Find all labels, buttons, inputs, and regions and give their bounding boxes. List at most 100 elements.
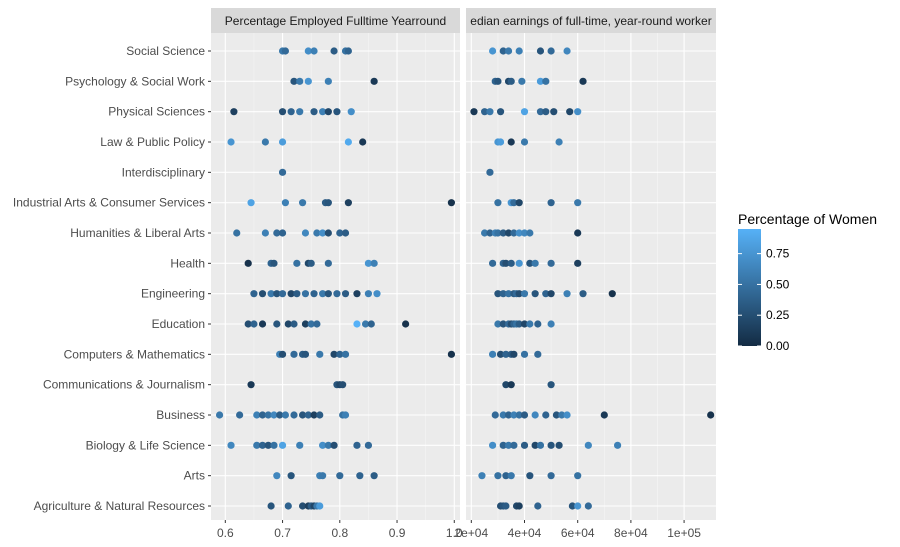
y-tick-label: Industrial Arts & Consumer Services	[13, 196, 205, 210]
data-point	[547, 441, 555, 449]
data-point	[520, 138, 529, 146]
data-point	[447, 199, 456, 207]
data-point	[364, 259, 373, 267]
data-point	[278, 290, 287, 298]
data-point	[486, 229, 494, 237]
x-tick-label: 6e+04	[561, 526, 595, 540]
data-point	[520, 320, 529, 328]
data-point	[488, 441, 497, 449]
data-point	[278, 168, 287, 176]
data-point	[296, 77, 304, 85]
facet-strip	[211, 8, 460, 33]
data-point	[558, 411, 566, 419]
data-point	[227, 441, 235, 449]
data-point	[531, 290, 539, 298]
data-point	[563, 47, 571, 55]
data-point	[310, 47, 318, 55]
data-point	[488, 350, 497, 358]
data-point	[230, 108, 238, 116]
data-point	[258, 411, 267, 419]
data-point	[267, 502, 275, 510]
data-point	[261, 229, 269, 237]
data-point	[507, 472, 515, 480]
facet-panel-background	[466, 33, 716, 520]
data-point	[258, 290, 267, 298]
data-point	[478, 472, 486, 480]
data-point	[278, 138, 287, 146]
data-point	[515, 411, 523, 419]
data-point	[276, 411, 284, 419]
data-point	[481, 108, 489, 116]
y-tick-label: Law & Public Policy	[100, 135, 205, 149]
data-point	[494, 77, 502, 85]
facet-strip-label: edian earnings of full-time, year-round …	[470, 14, 711, 28]
data-point	[579, 290, 587, 298]
data-point	[301, 290, 310, 298]
data-point	[250, 290, 258, 298]
data-point	[515, 320, 523, 328]
y-tick-label: Psychology & Social Work	[65, 74, 206, 88]
data-point	[499, 441, 507, 449]
data-point	[555, 138, 563, 146]
data-point	[287, 472, 295, 480]
data-point	[510, 350, 518, 358]
data-point	[270, 441, 278, 449]
facet-panel-1: Percentage Employed Fulltime Yearround 0.…	[211, 8, 463, 540]
y-tick-label: Engineering	[141, 287, 205, 301]
data-point	[547, 381, 555, 389]
data-point	[287, 290, 295, 298]
data-point	[319, 441, 327, 449]
data-point	[247, 381, 255, 389]
data-point	[330, 47, 338, 55]
data-point	[273, 229, 281, 237]
data-point	[281, 199, 290, 207]
data-point	[402, 320, 410, 328]
y-tick-label: Business	[156, 408, 205, 422]
data-point	[278, 108, 287, 116]
data-point	[499, 320, 507, 328]
data-point	[304, 411, 312, 419]
data-point	[341, 290, 350, 298]
data-point	[579, 77, 587, 85]
data-point	[470, 108, 478, 116]
data-point	[515, 47, 523, 55]
data-point	[515, 199, 523, 207]
data-point	[261, 138, 269, 146]
data-point	[507, 138, 515, 146]
data-point	[253, 411, 261, 419]
data-point	[330, 350, 338, 358]
data-point	[361, 320, 370, 328]
data-point	[341, 350, 350, 358]
data-point	[284, 502, 292, 510]
data-point	[284, 320, 292, 328]
data-point	[568, 502, 576, 510]
x-tick-label: 0.8	[331, 526, 348, 540]
y-tick-label: Physical Sciences	[108, 105, 205, 119]
data-point	[504, 229, 513, 237]
data-point	[494, 290, 502, 298]
data-point	[353, 441, 361, 449]
data-point	[547, 290, 555, 298]
data-point	[370, 259, 378, 267]
data-point	[515, 259, 523, 267]
data-point	[542, 411, 550, 419]
data-point	[264, 411, 272, 419]
data-point	[491, 411, 499, 419]
data-point	[486, 168, 494, 176]
data-point	[353, 290, 361, 298]
data-point	[278, 441, 287, 449]
data-point	[301, 229, 310, 237]
data-point	[341, 411, 350, 419]
data-point	[515, 229, 523, 237]
data-point	[499, 47, 507, 55]
data-point	[273, 290, 281, 298]
y-tick-label: Education	[152, 317, 205, 331]
data-point	[364, 290, 373, 298]
data-point	[310, 411, 318, 419]
legend-colorbar	[738, 229, 761, 346]
data-point	[356, 472, 364, 480]
data-point	[319, 290, 327, 298]
data-point	[496, 350, 505, 358]
data-point	[502, 472, 510, 480]
data-point	[520, 441, 529, 449]
